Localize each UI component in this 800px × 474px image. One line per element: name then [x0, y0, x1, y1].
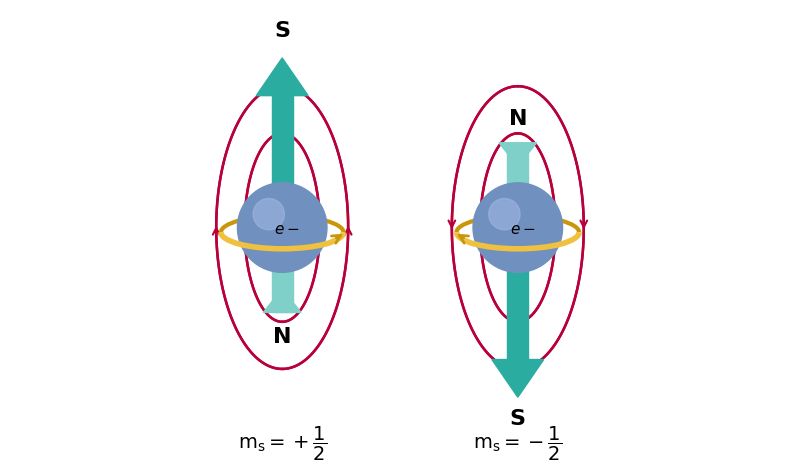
Text: S: S [510, 409, 526, 429]
Text: $e-$: $e-$ [510, 222, 535, 237]
Text: N: N [273, 327, 291, 346]
Bar [507, 143, 529, 228]
Bar [271, 96, 293, 228]
Text: S: S [274, 21, 290, 41]
Bar [507, 228, 529, 359]
Polygon shape [256, 58, 308, 96]
Circle shape [489, 199, 520, 230]
Bar [271, 228, 293, 312]
Text: N: N [509, 109, 527, 128]
Circle shape [473, 183, 562, 273]
Circle shape [238, 183, 327, 273]
Polygon shape [492, 359, 544, 397]
Circle shape [253, 199, 285, 230]
Polygon shape [263, 289, 301, 312]
Text: $\mathregular{m_s = -\dfrac{1}{2}}$: $\mathregular{m_s = -\dfrac{1}{2}}$ [474, 425, 562, 464]
Text: $e-$: $e-$ [274, 222, 300, 237]
Polygon shape [499, 143, 537, 166]
Text: $\mathregular{m_s = +\dfrac{1}{2}}$: $\mathregular{m_s = +\dfrac{1}{2}}$ [238, 425, 326, 464]
